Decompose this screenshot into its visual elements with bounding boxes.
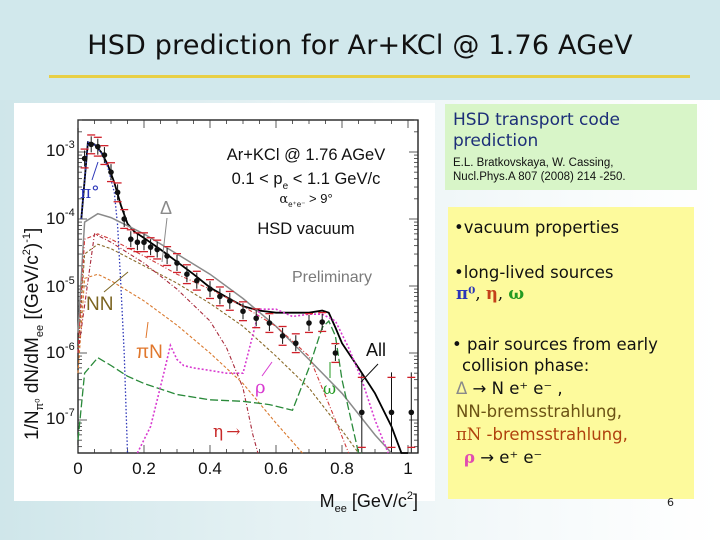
annotation-opening-angle-cut: αe⁺e⁻ > 9° xyxy=(279,191,332,209)
y-tick-1e-5: 10-5 xyxy=(46,275,75,296)
info-reference: E.L. Bratkovskaya, W. Cassing, Nucl.Phys… xyxy=(453,156,626,184)
data-point xyxy=(126,229,135,250)
y-axis-label: 1/Nπ⁰ dN/dMee [(GeV/c2)-1] xyxy=(21,228,46,440)
data-point xyxy=(153,239,162,260)
data-point xyxy=(100,145,109,166)
data-point xyxy=(331,342,340,364)
note-rho-decay: ρ → e⁺ e⁻ xyxy=(464,448,543,467)
data-point xyxy=(107,162,115,183)
data-point xyxy=(173,253,181,274)
data-point xyxy=(93,136,102,157)
y-tick-1e-4: 10-4 xyxy=(46,207,75,228)
note-pair-sources: • pair sources from early xyxy=(452,335,658,354)
x-axis-label: Mee [GeV/c2] xyxy=(320,490,418,515)
curve-nn-red-dash-dot- xyxy=(77,233,350,454)
curve-- xyxy=(77,233,259,454)
data-point xyxy=(291,333,300,354)
data-point xyxy=(133,232,142,253)
note-long-lived-list: π⁰, η, ω xyxy=(456,284,525,303)
annotation-system: Ar+KCl @ 1.76 AGeV xyxy=(227,146,385,164)
x-tick-labels: 0 0.2 0.4 0.6 0.8 1 xyxy=(73,459,412,478)
note-collision-phase: collision phase: xyxy=(462,356,590,375)
data-point xyxy=(387,372,396,453)
y-tick-1e-7: 10-7 xyxy=(46,407,75,428)
data-point xyxy=(305,312,313,334)
reference-authors: E.L. Bratkovskaya, W. Cassing, xyxy=(453,157,614,169)
plot-frame xyxy=(77,119,419,454)
x-tick-0: 0 xyxy=(73,459,82,478)
model-curves xyxy=(77,140,408,454)
data-point xyxy=(192,270,201,291)
info-box-hsd-reference: HSD transport code prediction E.L. Bratk… xyxy=(445,104,697,190)
curve-all xyxy=(80,140,408,454)
note-delta-decay: Δ → N e⁺ e⁻ , xyxy=(456,379,563,398)
omega-symbol: ω xyxy=(508,284,525,303)
label-delta: Δ xyxy=(160,198,172,218)
figure-panel xyxy=(14,103,435,501)
label-pin: πN xyxy=(136,342,163,363)
eta-symbol: η xyxy=(485,284,498,303)
data-point xyxy=(146,237,155,258)
annotation-momentum-cut: 0.1 < pe < 1.1 GeV/c xyxy=(232,170,381,192)
slide-title: HSD prediction for Ar+KCl @ 1.76 AGeV xyxy=(87,30,633,61)
page-number: 6 xyxy=(667,496,674,509)
curve-labels: π° Δ NN πN ρ ω η → All xyxy=(80,161,386,442)
label-all: All xyxy=(366,340,386,360)
note-vacuum-properties: •vacuum properties xyxy=(454,218,620,237)
data-point xyxy=(252,308,261,329)
x-tick-0.2: 0.2 xyxy=(132,459,156,478)
label-omega: ω xyxy=(323,379,336,398)
info-title: HSD transport code prediction xyxy=(453,110,621,151)
note-pin-bremsstrahlung: πN -bremsstrahlung, xyxy=(456,425,628,444)
label-nn: NN xyxy=(86,294,113,315)
note-nn-bremsstrahlung: NN-bremsstrahlung, xyxy=(456,402,622,421)
x-tick-0.8: 0.8 xyxy=(330,459,354,478)
data-point xyxy=(87,134,96,155)
data-points xyxy=(80,134,416,453)
notes-box: •vacuum properties •long-lived sources π… xyxy=(448,207,694,499)
data-point xyxy=(278,325,287,346)
data-point xyxy=(357,372,366,453)
x-tick-1: 1 xyxy=(403,459,412,478)
data-point xyxy=(318,311,327,333)
data-point xyxy=(225,290,234,311)
title-underline xyxy=(49,75,690,78)
slide-header-background xyxy=(0,0,720,100)
y-tick-1e-6: 10-6 xyxy=(46,341,75,362)
chart-annotations: Ar+KCl @ 1.76 AGeV 0.1 < pe < 1.1 GeV/c … xyxy=(227,146,385,286)
data-point xyxy=(120,208,129,230)
label-rho: ρ xyxy=(255,377,266,398)
x-tick-0.6: 0.6 xyxy=(264,459,288,478)
pi0-symbol: π⁰ xyxy=(456,284,476,303)
y-tick-labels: 10-3 10-4 10-5 10-6 10-7 xyxy=(46,139,75,428)
y-tick-1e-3: 10-3 xyxy=(46,139,75,160)
x-tick-0.4: 0.4 xyxy=(198,459,222,478)
data-point xyxy=(239,301,247,322)
data-point xyxy=(215,286,224,307)
note-long-lived-sources: •long-lived sources xyxy=(454,263,614,282)
label-eta: η → xyxy=(213,422,240,442)
axis-ticks xyxy=(77,119,418,453)
curve-nn xyxy=(77,243,359,454)
data-point xyxy=(80,148,89,169)
data-point xyxy=(113,182,122,203)
data-point xyxy=(140,232,148,253)
data-point xyxy=(163,245,172,267)
label-pi0: π° xyxy=(80,183,100,203)
data-point xyxy=(206,279,214,300)
data-point xyxy=(182,264,191,285)
reference-journal: Nucl.Phys.A 807 (2008) 214 -250. xyxy=(453,171,626,183)
preliminary-label: Preliminary xyxy=(292,269,372,286)
data-point xyxy=(265,312,274,334)
curve-- xyxy=(77,212,393,454)
data-point xyxy=(407,372,416,453)
annotation-hsd-vacuum: HSD vacuum xyxy=(257,220,354,238)
